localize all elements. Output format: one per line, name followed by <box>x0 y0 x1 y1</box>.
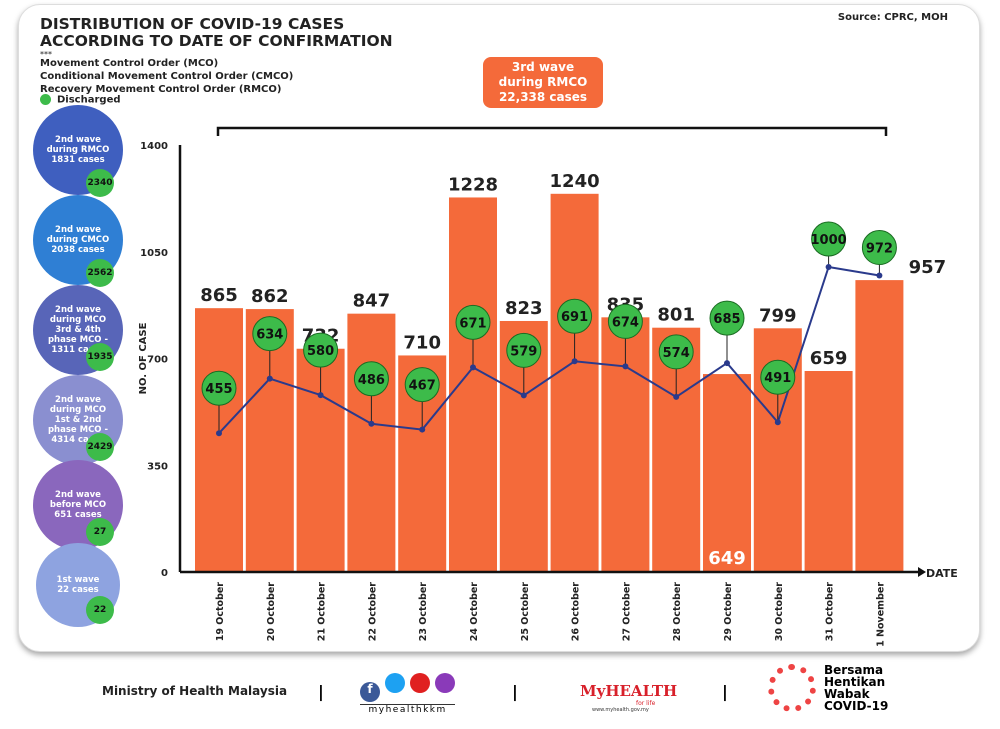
social-icons: f myhealthkkm <box>360 673 456 715</box>
legend-discharged: Discharged <box>40 94 121 106</box>
separator: | <box>318 682 324 701</box>
wave-discharged-badge: 2562 <box>86 259 114 287</box>
instagram-icon[interactable] <box>435 673 456 693</box>
wave-discharged-badge: 1935 <box>86 343 114 371</box>
wave-label: 2nd wave during CMCO 2038 cases <box>46 225 110 255</box>
wave-discharged-badge: 22 <box>86 596 114 624</box>
source: Source: CPRC, MOH <box>837 12 948 23</box>
stars: *** <box>40 50 52 59</box>
youtube-icon[interactable] <box>410 673 431 693</box>
wave-label: 1st wave 22 cases <box>56 575 100 595</box>
social-handle: myhealthkkm <box>360 704 456 715</box>
third-wave-box: 3rd wave during RMCO 22,338 cases <box>483 57 603 108</box>
twitter-icon[interactable] <box>385 673 406 693</box>
footer-ministry: Ministry of Health Malaysia <box>102 684 288 698</box>
chart-title: DISTRIBUTION OF COVID-19 CASES ACCORDING … <box>40 15 393 50</box>
myhealth-logo: MyHEALTH for life www.myhealth.gov.my <box>580 682 678 713</box>
wave-discharged-badge: 2429 <box>86 433 114 461</box>
wave-bubble: 2nd wave before MCO 651 cases <box>33 460 123 550</box>
separator: | <box>512 682 518 701</box>
wave-discharged-badge: 2340 <box>86 169 114 197</box>
separator: | <box>722 682 728 701</box>
discharged-dot-icon <box>40 94 51 105</box>
campaign-text: Bersama Hentikan Wabak COVID-19 <box>824 663 889 713</box>
wave-discharged-badge: 27 <box>86 518 114 546</box>
wave-label: 2nd wave during RMCO 1831 cases <box>46 135 110 165</box>
legend-mco: Movement Control Order (MCO) <box>40 58 219 69</box>
wave-label: 2nd wave before MCO 651 cases <box>49 490 107 520</box>
campaign-logo-icon <box>768 664 816 712</box>
legend-rmco: Recovery Movement Control Order (RMCO) <box>40 84 282 95</box>
facebook-icon[interactable]: f <box>360 682 380 702</box>
legend-cmco: Conditional Movement Control Order (CMCO… <box>40 71 294 82</box>
